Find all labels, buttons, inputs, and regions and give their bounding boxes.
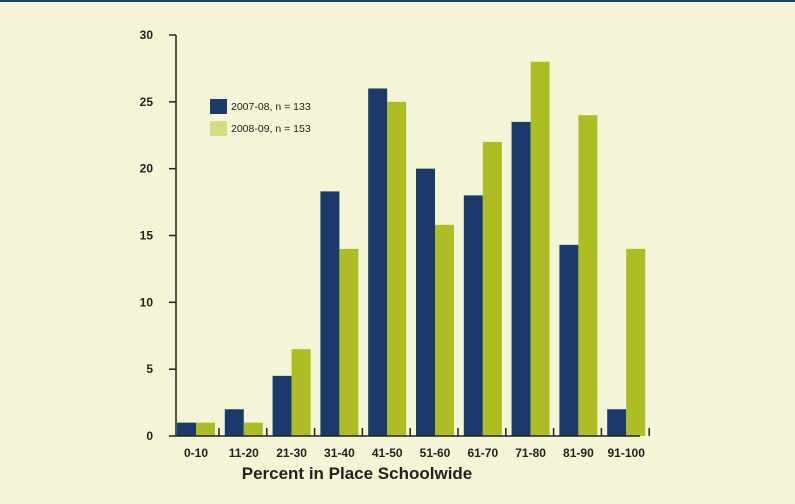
bar-series-2008-09-0-10 <box>196 422 215 436</box>
y-tick-label: 20 <box>140 162 154 176</box>
x-tick-label-31-40: 31-40 <box>324 446 355 460</box>
x-tick-label-11-20: 11-20 <box>229 446 259 460</box>
bar-series-2007-08-21-30 <box>272 375 292 436</box>
bar-series-2007-08-61-70 <box>463 195 483 436</box>
bar-series-2007-08-81-90 <box>559 244 579 436</box>
bar-series-2007-08-41-50 <box>368 88 388 436</box>
y-tick-label: 10 <box>140 295 154 309</box>
legend-swatch-2007-08 <box>210 99 227 114</box>
bar-series-2008-09-91-100 <box>626 248 646 436</box>
bar-series-2007-08-31-40 <box>320 191 340 436</box>
bar-series-2007-08-71-80 <box>511 121 531 436</box>
x-tick-label-21-30: 21-30 <box>276 446 307 460</box>
x-tick-label-41-50: 41-50 <box>372 446 403 460</box>
y-tick-label: 25 <box>140 95 154 109</box>
bars-group <box>177 61 646 436</box>
y-tick-label: 30 <box>140 28 154 42</box>
bar-series-2008-09-21-30 <box>291 349 311 436</box>
legend-swatch-2008-09 <box>210 121 227 136</box>
bar-series-2008-09-71-80 <box>530 61 550 436</box>
x-axis-title: Percent in Place Schoolwide <box>242 464 473 483</box>
x-tick-label-81-90: 81-90 <box>563 446 594 460</box>
y-tick-label: 15 <box>140 229 154 243</box>
bar-series-2008-09-51-60 <box>435 224 454 436</box>
bar-series-2008-09-11-20 <box>243 422 263 436</box>
bar-series-2008-09-61-70 <box>482 141 502 436</box>
bar-series-2007-08-51-60 <box>416 168 435 436</box>
legend-label-2007-08: 2007-08, n = 133 <box>231 101 311 113</box>
legend-label-2008-09: 2008-09, n = 153 <box>231 123 311 135</box>
bar-series-2007-08-91-100 <box>607 409 627 436</box>
y-tick-label: 0 <box>146 429 153 443</box>
bar-series-2007-08-0-10 <box>177 422 196 436</box>
bar-series-2008-09-31-40 <box>339 248 359 436</box>
y-tick-label: 5 <box>146 362 153 376</box>
x-tick-label-71-80: 71-80 <box>515 446 546 460</box>
x-tick-label-0-10: 0-10 <box>184 446 208 460</box>
y-ticks-group: 0 5 10 15 20 25 30 <box>140 28 176 443</box>
bar-series-2008-09-41-50 <box>387 101 407 436</box>
bar-series-2008-09-81-90 <box>578 115 598 436</box>
x-tick-label-51-60: 51-60 <box>420 446 451 460</box>
x-tick-label-91-100: 91-100 <box>608 446 646 460</box>
x-tick-label-61-70: 61-70 <box>467 446 498 460</box>
bar-series-2007-08-11-20 <box>224 409 244 436</box>
x-labels-group: 0-10 11-20 21-30 31-40 41-50 51-60 61-70 71-80 8… <box>184 428 650 460</box>
legend: 2007-08, n = 133 2008-09, n = 153 <box>210 99 311 136</box>
